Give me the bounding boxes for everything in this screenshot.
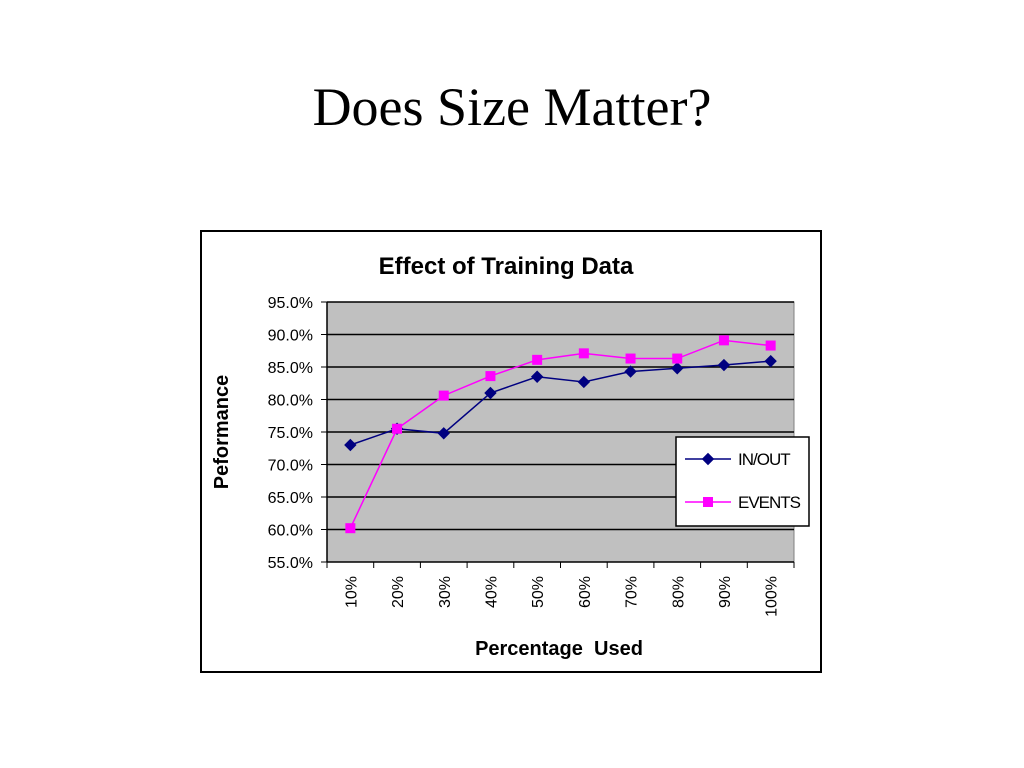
x-tick-labels: 10% 20% 30% 40% 50% 60% 70% 80% 90% 100% [343, 576, 780, 617]
x-tick-label: 90% [717, 576, 734, 608]
data-point [392, 423, 403, 434]
x-tick-label: 30% [437, 576, 454, 608]
legend-label: IN/OUT [738, 450, 790, 469]
y-tick-label: 85.0% [268, 360, 313, 377]
x-tick-label: 100% [764, 576, 781, 617]
data-point [532, 354, 543, 365]
data-point [577, 375, 591, 389]
series-line [349, 339, 771, 529]
y-tick-labels: 55.0% 60.0% 65.0% 70.0% 75.0% 80.0% 85.0% 90.0%… [268, 295, 313, 572]
x-tick-label: 20% [390, 576, 407, 608]
y-axis-title: Peformance [211, 375, 233, 490]
axes [321, 301, 795, 568]
data-point [344, 438, 357, 452]
data-point [625, 353, 636, 364]
y-tick-label: 60.0% [268, 523, 313, 540]
legend-label: EVENTS [738, 493, 801, 512]
data-point [718, 335, 729, 346]
legend-marker [701, 452, 715, 466]
data-point [578, 348, 589, 359]
data-point [485, 371, 496, 382]
data-point [624, 365, 637, 378]
data-point [671, 362, 684, 375]
data-point [765, 340, 776, 351]
series-events [345, 335, 776, 534]
data-point [437, 427, 450, 440]
data-point [764, 354, 777, 368]
y-tick-label: 95.0% [268, 295, 313, 312]
y-tick-label: 65.0% [268, 490, 313, 507]
series-line [350, 360, 771, 446]
x-tick-label: 70% [624, 576, 641, 608]
y-tick-label: 70.0% [268, 458, 313, 475]
data-point [484, 386, 497, 400]
legend: IN/OUT EVENTS [675, 436, 810, 527]
y-tick-label: 80.0% [268, 393, 313, 410]
x-tick-label: 10% [343, 576, 360, 608]
slide-title: Does Size Matter? [312, 77, 712, 137]
data-point [672, 353, 683, 364]
x-tick-label: 60% [577, 576, 594, 608]
data-point [530, 370, 544, 383]
x-tick-label: 80% [670, 576, 687, 608]
x-axis-title: Percentage Used [475, 638, 643, 660]
legend-box [675, 436, 810, 527]
chart-title: Effect of Training Data [379, 253, 634, 280]
data-point [345, 523, 356, 534]
data-point [438, 390, 449, 401]
x-tick-label: 40% [483, 576, 500, 608]
y-tick-label: 55.0% [268, 555, 313, 572]
series-in-out [344, 354, 777, 452]
data-point [717, 358, 731, 372]
series [344, 335, 777, 534]
x-tick-label: 50% [530, 576, 547, 608]
legend-marker [703, 497, 713, 507]
y-tick-label: 90.0% [268, 328, 313, 345]
y-tick-label: 75.0% [268, 425, 313, 442]
